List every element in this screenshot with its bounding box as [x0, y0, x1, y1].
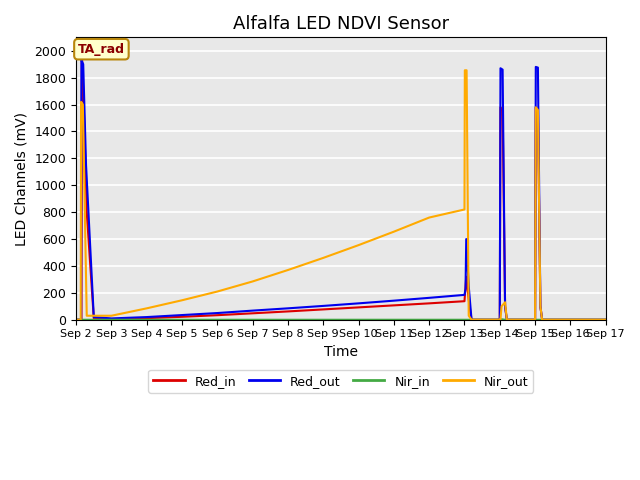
Legend: Red_in, Red_out, Nir_in, Nir_out: Red_in, Red_out, Nir_in, Nir_out — [148, 370, 533, 393]
Y-axis label: LED Channels (mV): LED Channels (mV) — [15, 111, 29, 246]
Title: Alfalfa LED NDVI Sensor: Alfalfa LED NDVI Sensor — [233, 15, 449, 33]
Text: TA_rad: TA_rad — [78, 43, 125, 56]
X-axis label: Time: Time — [324, 345, 358, 359]
